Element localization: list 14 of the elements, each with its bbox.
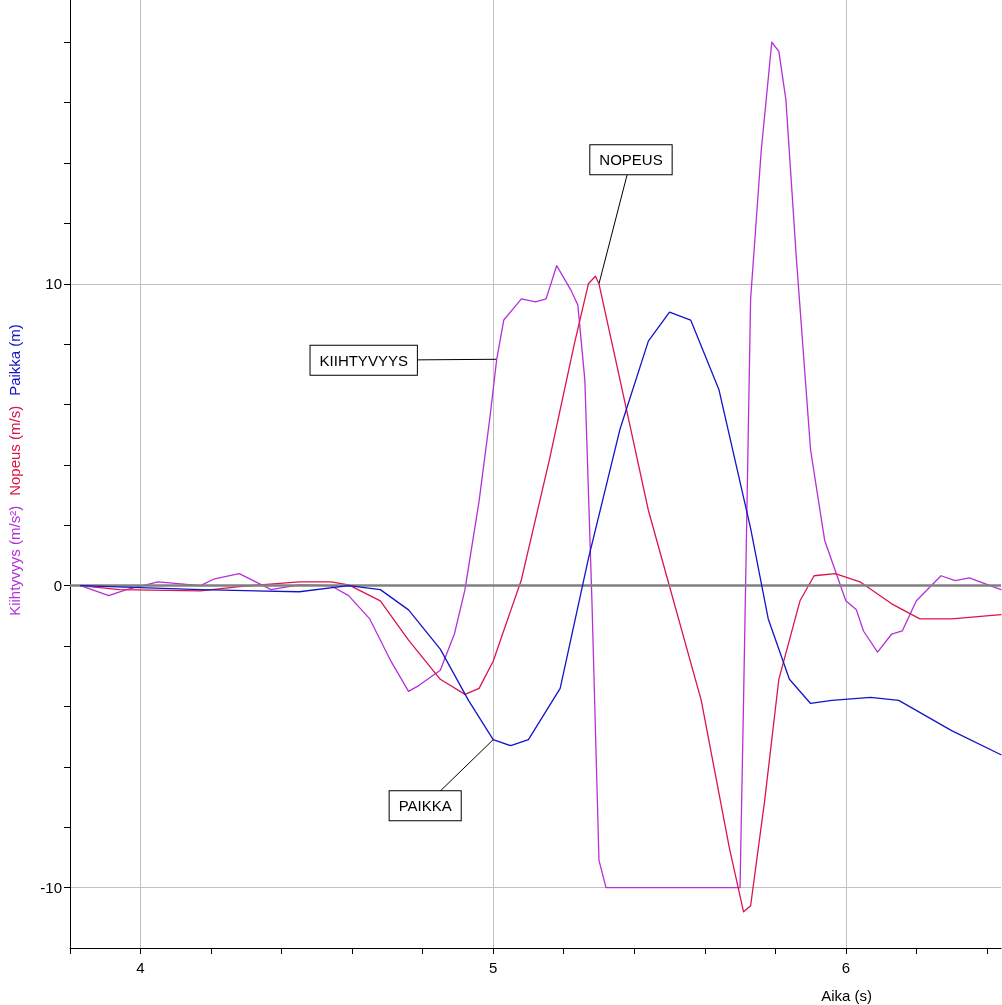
x-tick-label: 6	[841, 959, 851, 976]
text: Kiihtyvyys (m/s²)	[5, 505, 23, 616]
text: Nopeus (m/s)	[5, 405, 23, 496]
y-tick-label: 10	[45, 275, 62, 293]
x-tick-label: 5	[489, 959, 498, 976]
annotation: KIIHTYVYYS	[319, 351, 408, 369]
x-axis-title: Aika (s)	[821, 987, 873, 1004]
text: Paikka (m)	[5, 324, 23, 396]
y-tick-label: -10	[40, 879, 62, 897]
line-series	[79, 311, 1002, 756]
annotation: PAIKKA	[398, 797, 452, 815]
y-tick-label: 0	[53, 577, 62, 595]
annotation: NOPEUS	[599, 151, 663, 169]
x-tick-label: 4	[136, 959, 145, 976]
